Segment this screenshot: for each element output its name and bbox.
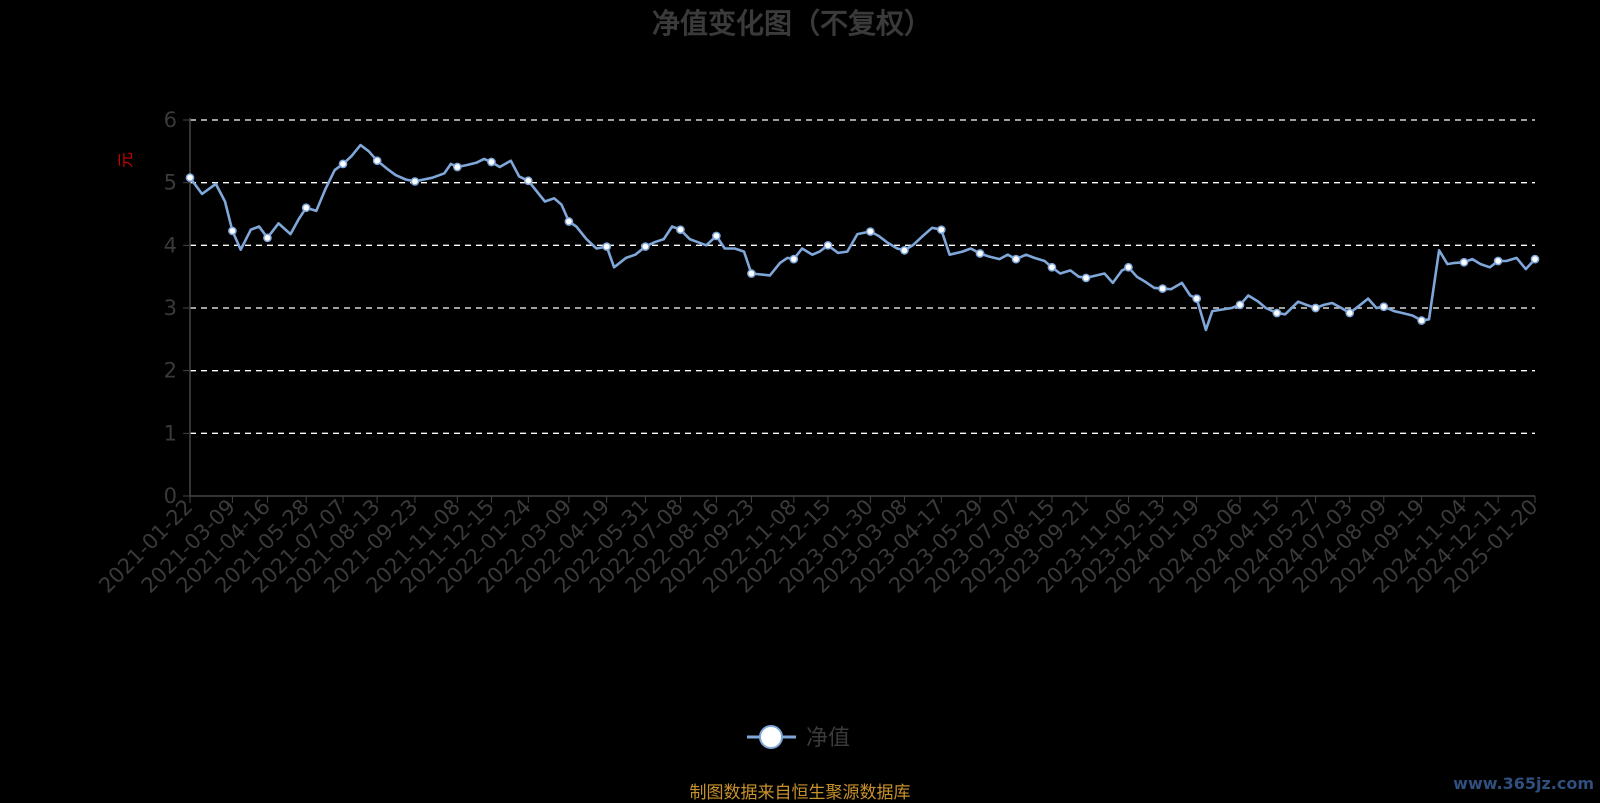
series-point-31 [1345, 308, 1355, 318]
y-tick-label-1: 1 [164, 421, 177, 445]
series-point-36 [1530, 254, 1540, 264]
series-point-12 [641, 242, 650, 251]
series-point-20 [936, 225, 946, 235]
chart-title: 净值变化图（不复权） [652, 7, 932, 40]
series-point-9 [523, 176, 533, 186]
series-point-35 [1493, 256, 1503, 266]
watermark: www.365jz.com [1453, 774, 1594, 793]
series-point-4 [338, 159, 348, 169]
y-tick-label-6: 6 [164, 108, 177, 132]
legend-label: 净值 [806, 726, 850, 751]
series-point-5 [372, 156, 382, 166]
series-point-13 [676, 225, 685, 235]
series-point-27 [1192, 294, 1202, 303]
y-axis-label: 元 [116, 152, 135, 168]
series-point-18 [865, 227, 875, 236]
series-point-17 [823, 240, 833, 250]
axes [189, 118, 1535, 497]
series-point-19 [900, 245, 909, 255]
series-point-2 [263, 233, 272, 243]
series-point-14 [712, 231, 721, 241]
series-point-25 [1124, 262, 1133, 272]
series-point-28 [1235, 300, 1245, 310]
series-point-29 [1272, 308, 1282, 318]
y-tick-label-5: 5 [164, 171, 177, 195]
series-point-34 [1459, 257, 1469, 267]
series-point-33 [1417, 316, 1426, 325]
series-point-16 [789, 254, 799, 264]
series-point-21 [975, 249, 985, 258]
series-point-32 [1379, 302, 1389, 312]
x-axis-ticks: 2021-01-222021-03-092021-04-162021-05-28… [94, 495, 1542, 598]
series-point-11 [602, 242, 612, 251]
series-point-0 [185, 173, 195, 183]
series-point-26 [1158, 284, 1167, 293]
series-point-30 [1311, 303, 1320, 313]
y-tick-label-3: 3 [164, 296, 177, 320]
series-point-23 [1047, 262, 1057, 272]
series-point-8 [487, 157, 496, 167]
y-tick-label-2: 2 [164, 359, 177, 383]
series-point-3 [301, 203, 311, 213]
series-line-0 [188, 143, 1536, 332]
series-point-22 [1011, 254, 1021, 264]
legend[interactable]: 净值 [747, 725, 850, 751]
y-tick-label-0: 0 [164, 484, 177, 508]
series-point-24 [1081, 273, 1091, 283]
series-layer [185, 143, 1540, 332]
grid-lines [190, 119, 1535, 434]
legend-marker [759, 725, 783, 749]
series-point-1 [228, 226, 237, 236]
series-point-6 [410, 177, 420, 186]
y-tick-label-4: 4 [164, 233, 177, 257]
data-source-note: 制图数据来自恒生聚源数据库 [689, 783, 911, 803]
series-point-10 [564, 217, 574, 226]
series-point-7 [452, 162, 462, 172]
series-point-15 [747, 269, 756, 278]
y-axis-ticks: 0 1 2 3 4 5 6 [164, 108, 190, 508]
